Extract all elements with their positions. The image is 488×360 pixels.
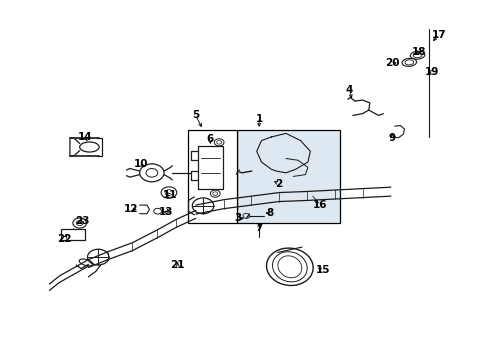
Text: 8: 8 xyxy=(265,208,273,218)
Text: 4: 4 xyxy=(345,85,352,95)
Ellipse shape xyxy=(80,142,99,152)
Text: 15: 15 xyxy=(316,265,330,275)
Text: 14: 14 xyxy=(78,132,92,142)
Text: 13: 13 xyxy=(159,207,173,217)
Ellipse shape xyxy=(409,51,424,59)
Circle shape xyxy=(140,164,163,182)
Bar xyxy=(237,130,339,223)
Text: 18: 18 xyxy=(411,46,426,57)
Text: 7: 7 xyxy=(255,224,262,233)
Text: 19: 19 xyxy=(424,67,439,77)
Text: 3: 3 xyxy=(234,213,241,223)
Text: 10: 10 xyxy=(133,159,147,169)
Text: 1: 1 xyxy=(255,114,262,124)
Text: 20: 20 xyxy=(384,58,399,68)
Text: 23: 23 xyxy=(75,216,89,226)
Text: 21: 21 xyxy=(170,260,184,270)
Circle shape xyxy=(73,218,86,228)
Text: 9: 9 xyxy=(388,133,395,143)
Ellipse shape xyxy=(401,58,416,66)
Ellipse shape xyxy=(266,248,312,285)
Text: 12: 12 xyxy=(124,204,138,215)
Text: 16: 16 xyxy=(312,200,326,210)
Text: 6: 6 xyxy=(206,134,214,144)
Bar xyxy=(188,130,237,223)
Text: 2: 2 xyxy=(274,179,282,189)
Text: 17: 17 xyxy=(431,30,446,40)
Text: 11: 11 xyxy=(163,190,177,200)
Text: 5: 5 xyxy=(192,111,199,121)
Text: 22: 22 xyxy=(57,234,71,244)
Circle shape xyxy=(161,187,176,198)
